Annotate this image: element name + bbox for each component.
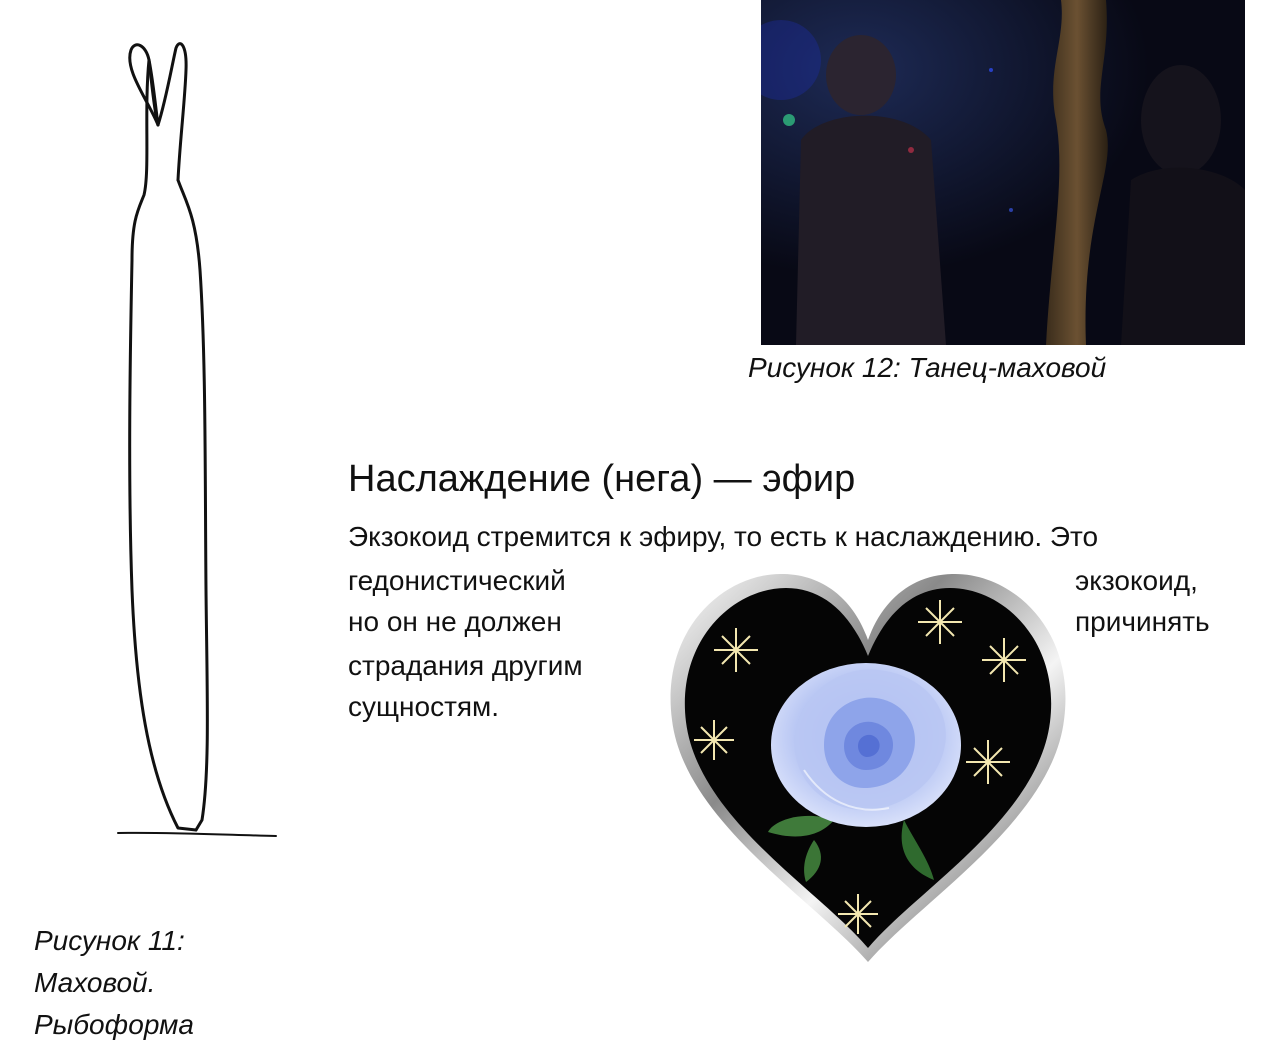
dance-photo-icon: [761, 0, 1245, 345]
heart-with-blue-rose-icon: [670, 573, 1066, 962]
figure-11-caption-line-2: Маховой.: [34, 967, 156, 998]
figure-11-caption-line-1: Рисунок 11:: [34, 925, 185, 956]
paragraph-line-3-left: но он не должен: [348, 606, 562, 637]
figure-12-caption: Рисунок 12: Танец-маховой: [748, 352, 1107, 383]
paragraph-line-3-right: причинять: [1075, 606, 1210, 637]
paragraph-line-1: Экзокоид стремится к эфиру, то есть к на…: [348, 521, 1099, 552]
figure-11-sketch: [20, 30, 310, 850]
paragraph-line-2-left: гедонистический: [348, 565, 566, 596]
paragraph-line-4: страдания другим: [348, 650, 583, 681]
fish-form-figure-sketch-icon: [117, 42, 277, 837]
figure-12-photo: [761, 0, 1245, 345]
figure-11-caption: Рисунок 11: Маховой. Рыбоформа: [34, 920, 294, 1046]
section-heading: Наслаждение (нега) — эфир: [348, 458, 856, 500]
figure-11-caption-line-3: Рыбоформа: [34, 1009, 194, 1040]
paragraph-line-2-right: экзокоид,: [1075, 565, 1198, 596]
heart-rose-image: [664, 570, 1072, 970]
paragraph-line-5: сущностям.: [348, 691, 500, 722]
